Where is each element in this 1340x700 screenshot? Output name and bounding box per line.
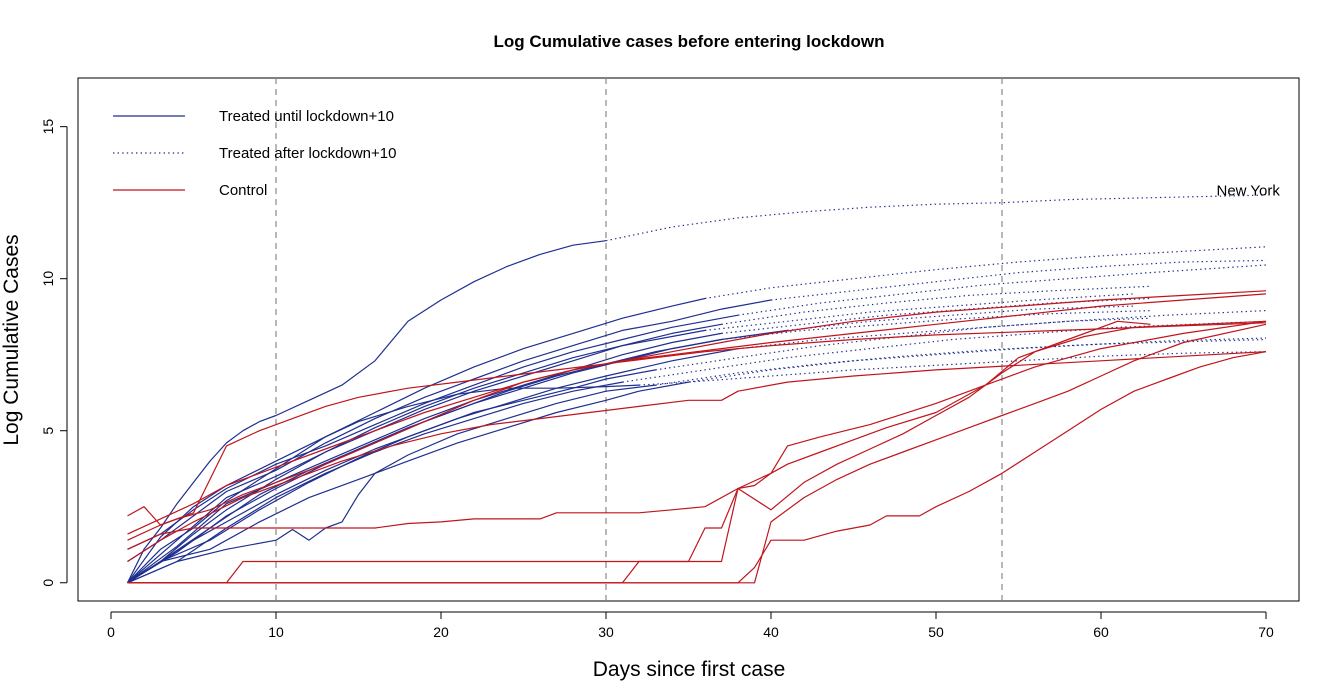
series-line-treated-dotted-5 (704, 293, 1135, 331)
x-tick-label: 70 (1258, 624, 1274, 640)
series-line-treated-9 (127, 348, 739, 584)
y-tick-label: 0 (40, 579, 56, 587)
series-line-treated-7 (127, 329, 788, 584)
series-line-treated-dotted-6 (721, 297, 1151, 334)
legend-label: Control (219, 182, 267, 199)
plot-frame (77, 77, 1300, 602)
x-tick-label: 30 (598, 624, 614, 640)
series-line-treated-10 (127, 369, 656, 584)
series-line-treated-13 (127, 384, 656, 584)
series-line-treated-dotted-11 (622, 320, 1267, 383)
y-tick-label: 10 (40, 271, 56, 287)
series-line-treated-dotted-13 (655, 337, 1267, 386)
series-line-treated-12 (127, 381, 689, 584)
x-axis-label: Days since first case (593, 658, 786, 681)
annotation-new-york: New York (1217, 183, 1281, 200)
series-line-treated-dotted-2 (770, 259, 1267, 301)
y-axis: 0 5 10 15 (40, 119, 68, 587)
y-axis-label: Log Cumulative Cases (0, 234, 23, 445)
x-tick-label: 20 (433, 624, 449, 640)
series-line-treated-dotted-10 (655, 310, 1267, 371)
series-line-control-16 (127, 290, 1267, 535)
series-line-control-20 (127, 320, 1151, 584)
series-line-treated-6 (127, 332, 722, 584)
series-line-treated-dotted-7 (787, 305, 1135, 331)
legend: Treated until lockdown+10 Treated after l… (113, 108, 396, 199)
x-tick-label: 60 (1093, 624, 1109, 640)
series-lines (126, 194, 1267, 584)
y-tick-label: 5 (40, 427, 56, 435)
series-line-treated-14 (127, 384, 640, 584)
legend-label: Treated until lockdown+10 (219, 108, 394, 125)
series-line-treated-dotted-4 (721, 285, 1151, 325)
series-line-treated-0 (126, 240, 607, 584)
legend-label: Treated after lockdown+10 (219, 145, 396, 162)
series-line-treated-dotted-3 (737, 264, 1267, 316)
series-line-treated-dotted-0 (605, 194, 1267, 242)
series-line-treated-2 (127, 299, 772, 563)
annotations: New York (1217, 183, 1281, 200)
x-axis: 0 10 20 30 40 50 60 70 (107, 611, 1274, 640)
series-line-treated-dotted-9 (737, 317, 1151, 350)
y-tick-label: 15 (40, 119, 56, 135)
series-line-treated-dotted-1 (704, 246, 1267, 300)
series-line-control-23 (127, 351, 1267, 584)
x-tick-label: 40 (763, 624, 779, 640)
series-line-treated-3 (127, 314, 739, 550)
series-line-control-17 (127, 322, 1267, 541)
series-line-treated-dotted-12 (688, 338, 1267, 383)
series-line-treated-1 (127, 297, 706, 584)
series-line-control-18 (127, 351, 1267, 563)
series-line-treated-11 (127, 381, 623, 584)
series-line-treated-dotted-8 (721, 310, 1151, 341)
series-line-treated-5 (127, 329, 706, 584)
chart-title: Log Cumulative cases before entering loc… (493, 32, 884, 51)
x-tick-label: 10 (268, 624, 284, 640)
x-tick-label: 0 (107, 624, 115, 640)
x-tick-label: 50 (928, 624, 944, 640)
series-line-control-19 (127, 320, 1267, 550)
